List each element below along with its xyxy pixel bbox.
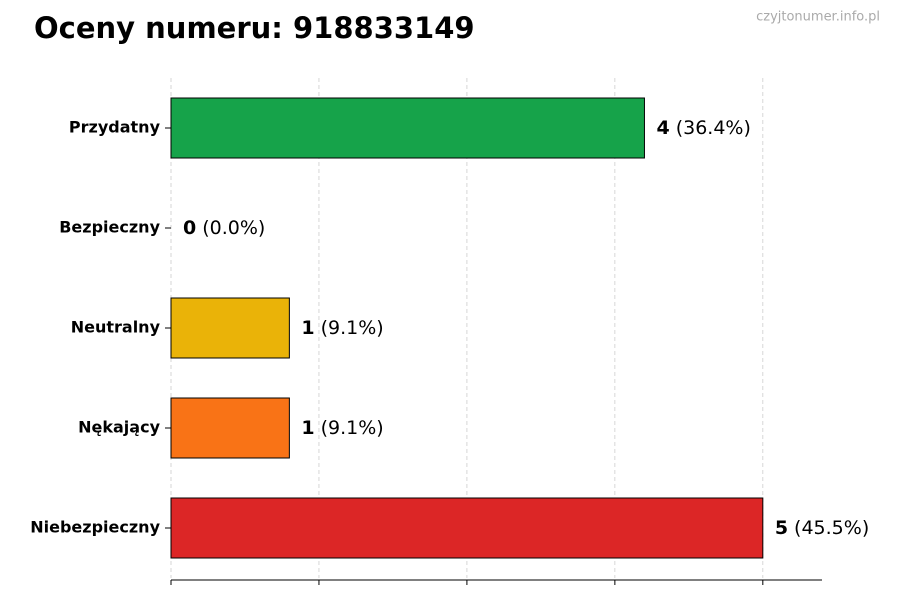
value-count: 1 [301, 317, 314, 339]
value-percent: (9.1%) [321, 417, 384, 439]
value-percent: (36.4%) [676, 117, 751, 139]
value-label: 4 (36.4%) [656, 117, 750, 139]
value-label: 0 (0.0%) [183, 217, 265, 239]
y-tick-label: Bezpieczny [59, 218, 160, 237]
value-label: 5 (45.5%) [775, 517, 869, 539]
bar [170, 97, 645, 159]
y-tick-label: Niebezpieczny [30, 518, 160, 537]
value-percent: (9.1%) [321, 317, 384, 339]
value-count: 1 [301, 417, 314, 439]
value-count: 5 [775, 517, 788, 539]
value-label: 1 (9.1%) [301, 417, 383, 439]
chart-title: Oceny numeru: 918833149 [34, 11, 475, 45]
value-percent: (45.5%) [794, 517, 869, 539]
y-tick-label: Neutralny [71, 318, 161, 337]
value-count: 0 [183, 217, 196, 239]
value-percent: (0.0%) [202, 217, 265, 239]
y-tick-label: Przydatny [69, 118, 161, 137]
value-count: 4 [656, 117, 669, 139]
watermark: czyjtonumer.info.pl [756, 10, 880, 25]
bar [170, 497, 764, 559]
y-tick-label: Nękający [78, 418, 160, 437]
bar [170, 397, 290, 459]
value-label: 1 (9.1%) [301, 317, 383, 339]
bar [170, 297, 290, 359]
